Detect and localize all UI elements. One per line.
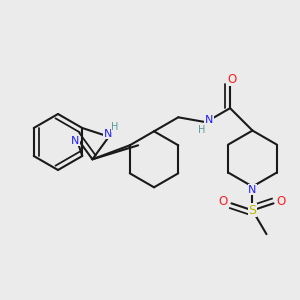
Text: H: H xyxy=(198,125,206,135)
Text: N: N xyxy=(248,184,257,195)
Text: O: O xyxy=(219,195,228,208)
Text: N: N xyxy=(205,115,213,125)
Text: O: O xyxy=(277,195,286,208)
Text: N: N xyxy=(104,129,112,139)
Text: N: N xyxy=(71,136,79,146)
Text: H: H xyxy=(111,122,118,132)
Text: S: S xyxy=(248,204,256,217)
Text: O: O xyxy=(227,73,237,86)
